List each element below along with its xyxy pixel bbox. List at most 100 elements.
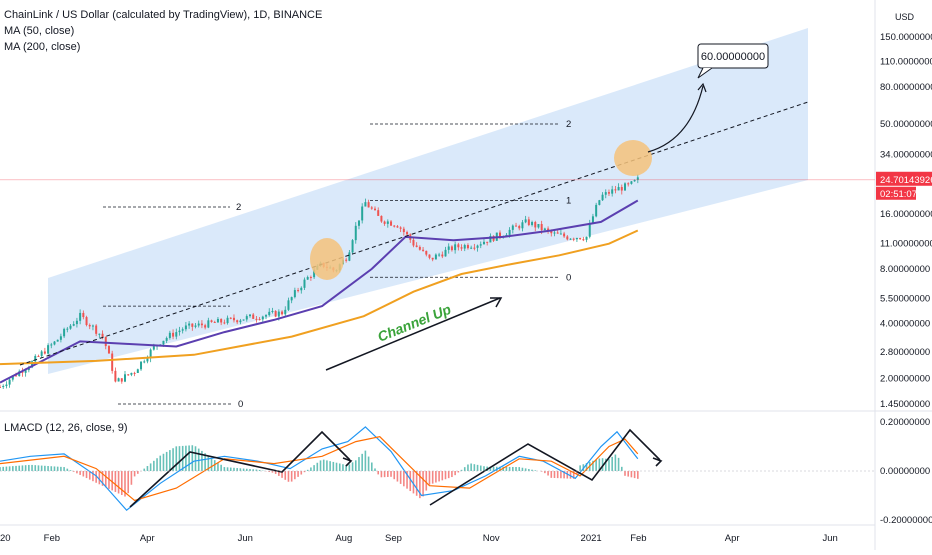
macd-histogram-bar [163,454,165,471]
candle-up [630,181,632,184]
price-tick-label: 5.50000000 [880,294,930,305]
candle-down [252,315,254,319]
candle-up [464,245,466,249]
macd-histogram-bar [38,465,40,471]
candle-down [134,373,136,374]
macd-histogram-bar [300,471,302,475]
macd-histogram-bar [175,446,177,471]
price-tick-label: 80.00000000 [880,82,932,93]
macd-histogram-bar [506,467,508,471]
candle-down [95,326,97,334]
macd-histogram-bar [365,451,367,471]
macd-histogram-bar [243,469,245,471]
candle-up [303,280,305,288]
macd-tick-label: -0.20000000 [880,515,932,526]
candle-down [89,325,91,326]
macd-histogram-bar [381,471,383,477]
candle-down [121,378,123,381]
macd-histogram-bar [252,469,254,471]
macd-histogram-bar [509,467,511,471]
candle-down [368,202,370,207]
candle-down [412,240,414,246]
macd-histogram-bar [246,469,248,471]
macd-histogram-bar [393,471,395,479]
candle-up [66,329,68,330]
macd-histogram-bar [44,466,46,471]
candle-down [541,224,543,230]
candle-up [169,333,171,338]
macd-histogram-bar [425,471,427,491]
candle-down [403,229,405,232]
macd-histogram-bar [31,465,33,471]
candle-down [275,311,277,317]
macd-histogram-bar [390,471,392,477]
macd-histogram-bar [121,471,123,495]
macd-histogram-bar [192,445,194,471]
candle-down [406,232,408,234]
macd-histogram-bar [50,466,52,471]
candle-down [563,234,565,237]
price-tick-label: 2.80000000 [880,347,930,358]
time-axis-label: Jun [238,533,253,544]
fib-level-label: 1 [566,196,571,207]
candle-up [512,226,514,230]
macd-histogram-bar [131,471,133,485]
candle-up [576,238,578,239]
candle-up [140,362,142,370]
macd-histogram-bar [352,462,354,471]
last-price-label: 24.70143926 [880,175,932,186]
macd-histogram-bar [326,460,328,471]
macd-legend: LMACD (12, 26, close, 9) [4,422,128,434]
candle-up [195,325,197,326]
macd-histogram-bar [294,471,296,479]
candle-up [268,312,270,315]
macd-histogram-bar [54,466,56,471]
candle-up [146,358,148,361]
macd-histogram-bar [195,446,197,471]
macd-histogram-bar [143,469,145,471]
candle-up [41,351,43,356]
candle-down [220,319,222,322]
candle-down [233,318,235,320]
macd-histogram-bar [12,466,14,471]
candle-up [175,332,177,337]
candle-down [441,255,443,257]
candle-up [294,290,296,297]
candle-down [582,239,584,240]
candle-up [130,373,132,375]
candle-down [467,245,469,248]
candle-up [76,321,78,324]
candle-up [570,239,572,240]
candle-down [82,313,84,317]
candle-up [153,346,155,349]
macd-histogram-bar [547,471,549,476]
macd-histogram-bar [147,466,149,471]
price-tick-label: 150.00000000 [880,32,932,43]
candle-down [37,356,39,357]
time-axis-label: Jun [823,533,838,544]
candle-down [608,192,610,194]
macd-histogram-bar [579,465,581,471]
macd-histogram-bar [634,471,636,478]
candle-down [422,250,424,251]
macd-histogram-bar [397,471,399,482]
time-axis-label: Apr [140,533,155,544]
candle-down [384,222,386,224]
time-axis-label: Feb [630,533,646,544]
macd-histogram-bar [336,463,338,471]
price-tick-label: 16.00000000 [880,209,932,220]
macd-histogram-bar [358,457,360,471]
macd-histogram-bar [550,471,552,478]
candle-down [396,226,398,227]
price-tick-label: 4.00000000 [880,319,930,330]
candle-up [162,341,164,345]
macd-histogram-bar [28,465,30,471]
candle-down [371,207,373,208]
macd-histogram-bar [442,471,444,480]
macd-histogram-bar [60,467,62,471]
macd-histogram-bar [467,464,469,471]
macd-histogram-bar [25,465,27,471]
macd-histogram-bar [179,446,181,471]
